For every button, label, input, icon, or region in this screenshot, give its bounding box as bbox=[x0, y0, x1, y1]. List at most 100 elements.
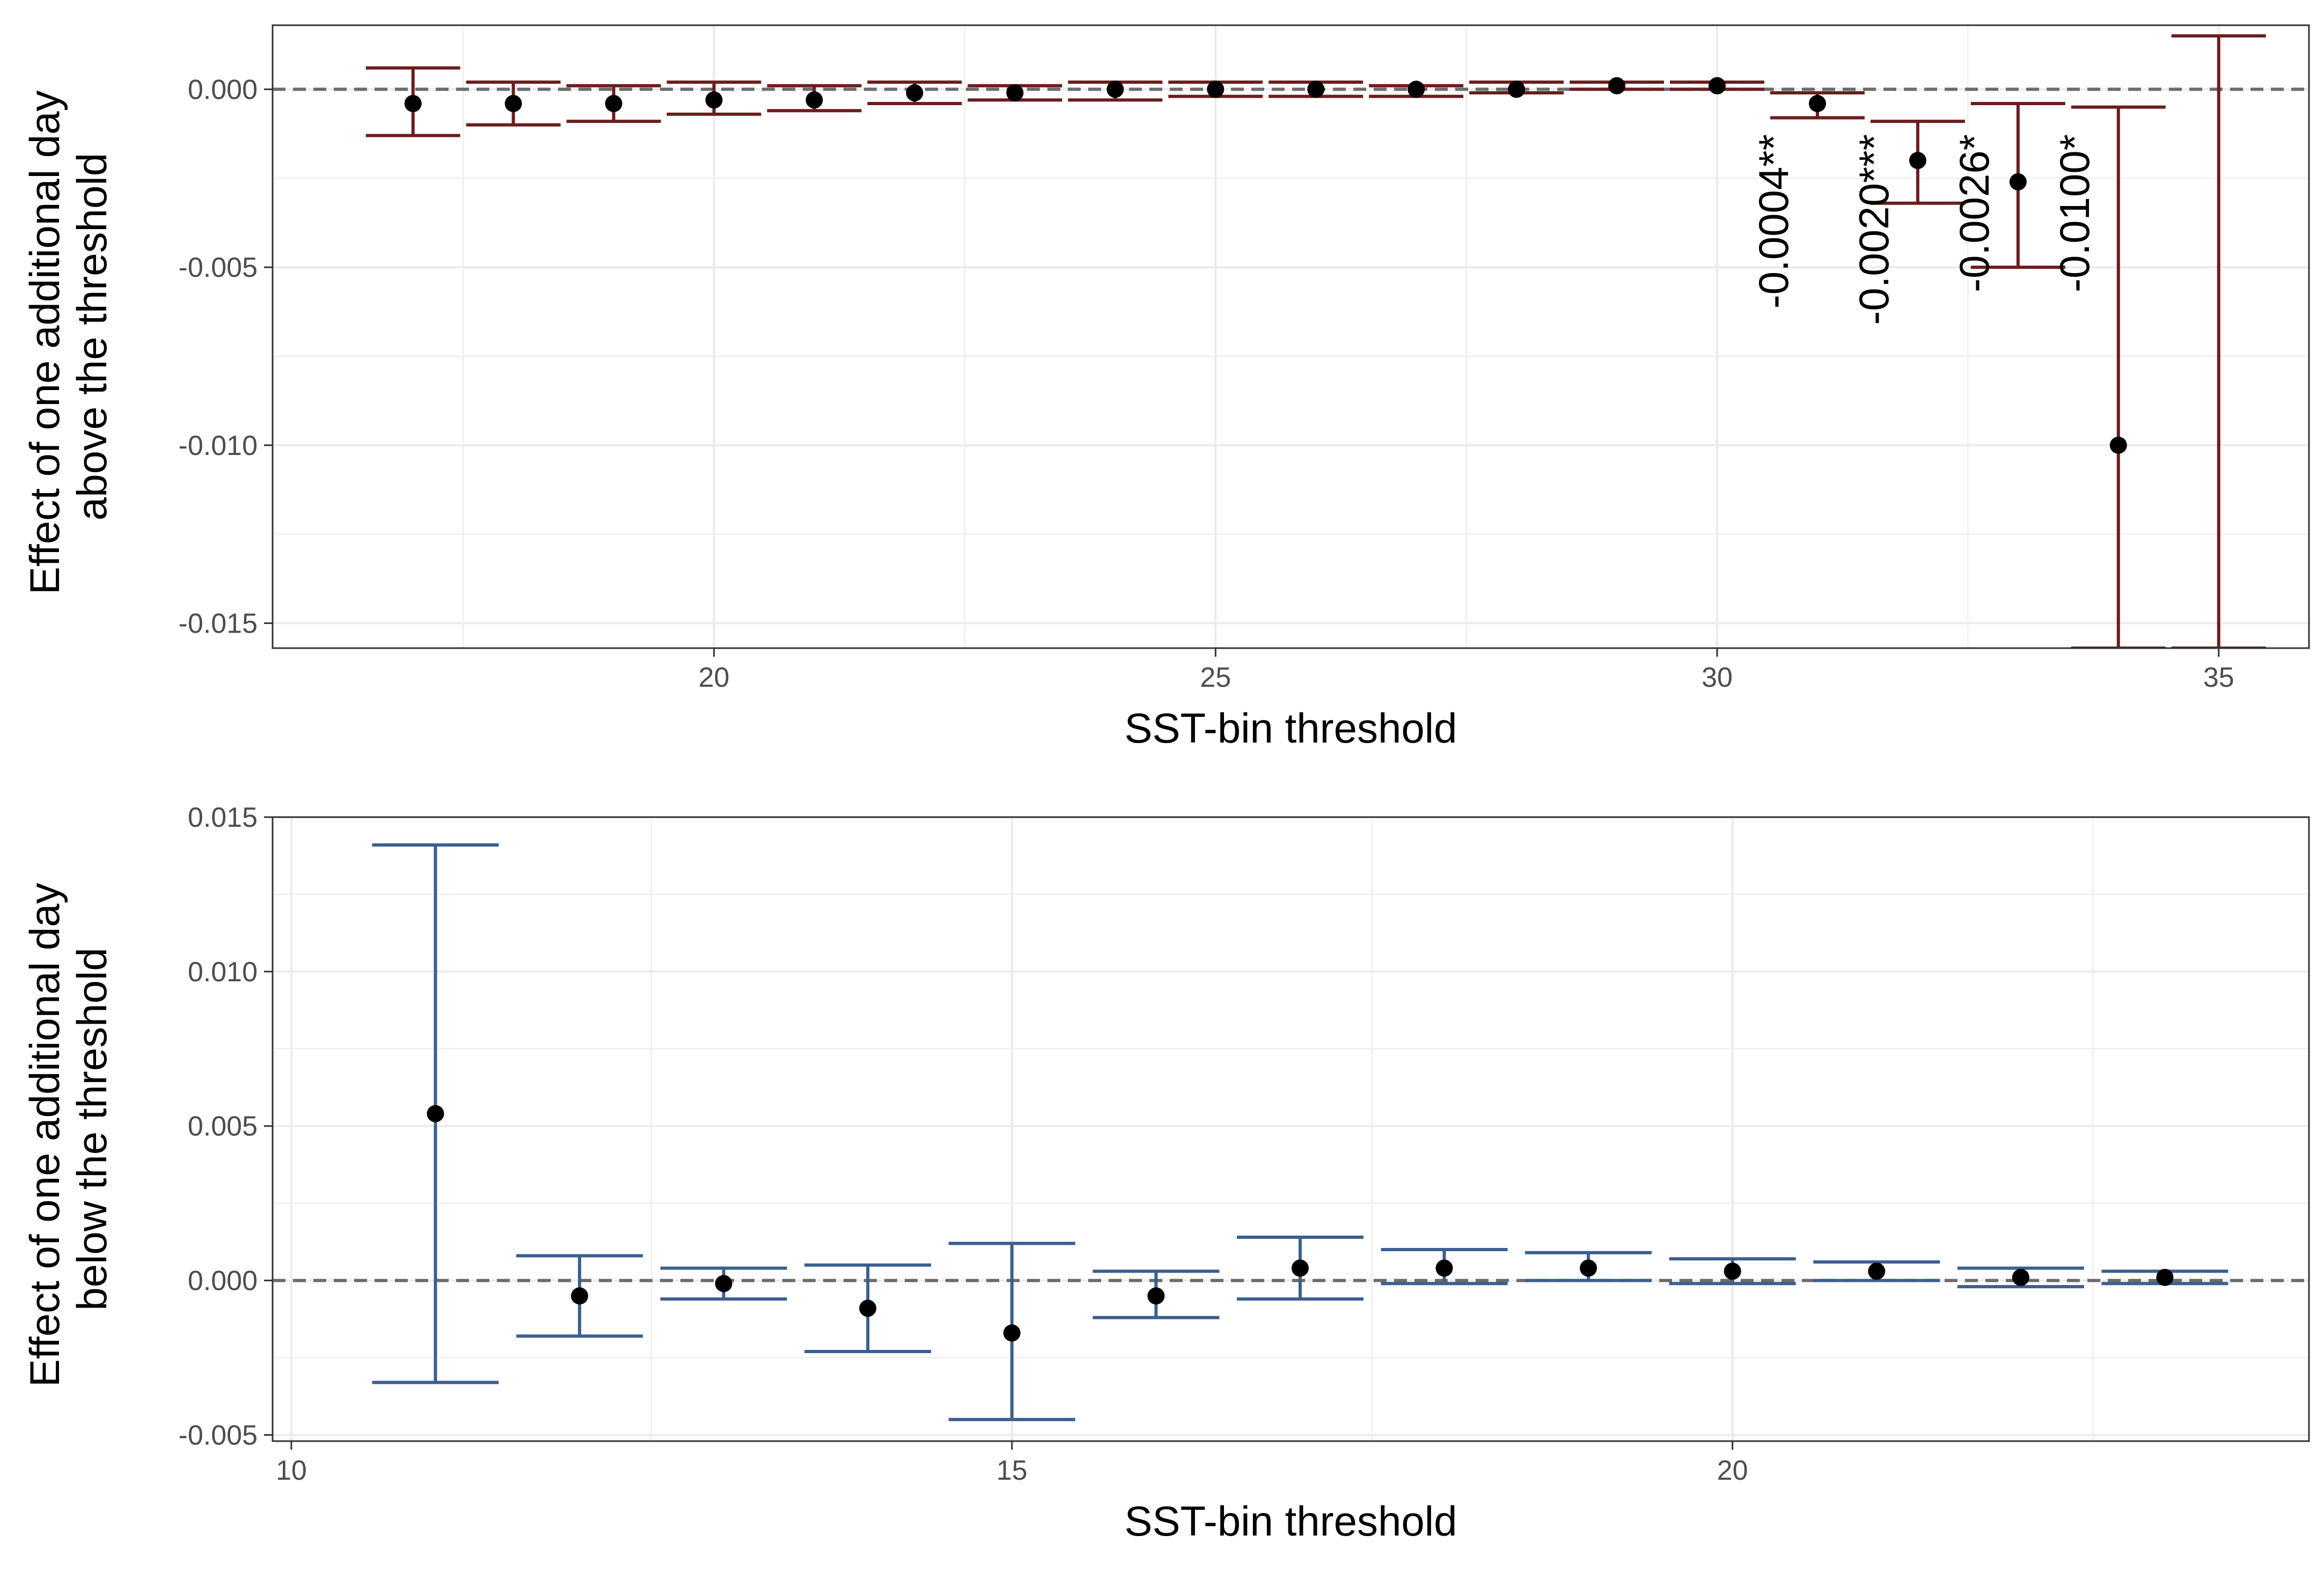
y-axis-ticks: 0.000 -0.005 -0.010 -0.015 bbox=[179, 74, 273, 640]
y-axis-title-line-1: Effect of one additional day bbox=[21, 883, 68, 1387]
error-bar-24 bbox=[1068, 80, 1163, 102]
y-axis-title-line-2: below the threshold bbox=[68, 948, 115, 1310]
y-axis-title-line-1: Effect of one additional day bbox=[21, 91, 68, 595]
point-estimate bbox=[1608, 77, 1626, 94]
x-tick-label: 10 bbox=[276, 1455, 307, 1486]
error-bar-31 bbox=[1770, 91, 1865, 120]
significance-label: -0.0004** bbox=[1750, 134, 1797, 309]
x-axis-title: SST-bin threshold bbox=[1124, 704, 1457, 752]
error-bar-17 bbox=[1236, 1236, 1363, 1301]
grid bbox=[273, 816, 2309, 1441]
y-tick-label: 0.015 bbox=[188, 802, 258, 833]
error-bars bbox=[365, 34, 2266, 648]
x-tick-label: 35 bbox=[2203, 662, 2234, 693]
point-estimate bbox=[1909, 152, 1926, 170]
point-estimate bbox=[1207, 80, 1225, 98]
point-estimate bbox=[427, 1105, 444, 1122]
point-estimate bbox=[805, 91, 823, 109]
significance-label: -0.0100* bbox=[2051, 134, 2098, 292]
error-bars bbox=[372, 843, 2228, 1421]
point-estimate bbox=[859, 1299, 877, 1317]
x-axis-ticks: 10 15 20 bbox=[276, 1441, 1748, 1486]
point-estimate bbox=[1407, 80, 1425, 98]
point-estimate bbox=[715, 1275, 732, 1292]
point-estimate bbox=[705, 91, 723, 109]
error-bar-13 bbox=[660, 1266, 787, 1301]
point-estimate bbox=[1580, 1259, 1597, 1277]
point-estimate bbox=[1006, 84, 1024, 102]
y-axis-title: Effect of one additional day below the t… bbox=[21, 871, 115, 1387]
point-estimate bbox=[2009, 173, 2027, 190]
x-tick-label: 25 bbox=[1200, 662, 1231, 693]
error-bar-27 bbox=[1369, 80, 1464, 98]
x-tick-label: 30 bbox=[1702, 662, 1733, 693]
y-tick-label: -0.010 bbox=[179, 430, 258, 461]
annotations: -0.0004** -0.0020*** -0.0026* -0.0100* bbox=[1750, 134, 2098, 325]
point-estimate bbox=[504, 94, 522, 112]
error-bar-29 bbox=[1570, 77, 1665, 94]
error-bar-19 bbox=[566, 84, 661, 123]
x-tick-label: 15 bbox=[996, 1455, 1028, 1486]
y-axis-title-line-2: above the threshold bbox=[68, 153, 115, 520]
y-tick-label: 0.000 bbox=[188, 74, 258, 105]
error-bar-21 bbox=[1813, 1260, 1940, 1282]
point-estimate bbox=[1709, 77, 1726, 94]
error-bar-32 bbox=[1870, 120, 1965, 205]
error-bar-34 bbox=[2071, 105, 2166, 648]
x-tick-label: 20 bbox=[699, 662, 730, 693]
error-bar-17 bbox=[365, 66, 460, 137]
y-axis-title: Effect of one additional day above the t… bbox=[21, 79, 115, 594]
error-bar-25 bbox=[1168, 80, 1263, 98]
significance-label: -0.0026* bbox=[1951, 134, 1998, 292]
x-axis-ticks: 20 25 30 35 bbox=[699, 648, 2234, 693]
error-bar-33 bbox=[1970, 101, 2065, 269]
y-tick-label: 0.000 bbox=[188, 1266, 258, 1297]
error-bar-30 bbox=[1670, 77, 1765, 94]
point-estimate bbox=[1508, 80, 1526, 98]
y-axis-ticks: 0.015 0.010 0.005 0.000 -0.005 bbox=[179, 802, 273, 1451]
error-bar-19 bbox=[1525, 1251, 1652, 1282]
error-bar-23 bbox=[967, 84, 1062, 102]
x-tick-label: 20 bbox=[1717, 1455, 1748, 1486]
point-estimate bbox=[1307, 80, 1325, 98]
panel-below-threshold: 10 15 20 0.015 0.010 0.005 0.000 -0.005 SST-bi… bbox=[21, 802, 2310, 1545]
point-estimate bbox=[605, 94, 622, 112]
point-estimate bbox=[1808, 94, 1826, 112]
y-tick-label: 0.010 bbox=[188, 957, 258, 988]
point-estimate bbox=[2012, 1268, 2029, 1286]
error-bar-15 bbox=[948, 1242, 1075, 1421]
error-bar-12 bbox=[516, 1254, 643, 1338]
point-estimate bbox=[1147, 1287, 1165, 1305]
y-tick-label: -0.005 bbox=[179, 1420, 258, 1451]
point-estimate bbox=[1003, 1324, 1021, 1342]
point-estimate bbox=[1291, 1259, 1309, 1277]
error-bar-18 bbox=[466, 80, 561, 127]
point-estimate bbox=[1724, 1262, 1741, 1280]
error-bar-22 bbox=[867, 80, 962, 105]
error-bar-21 bbox=[767, 84, 862, 113]
error-bar-11 bbox=[372, 843, 499, 1384]
error-bar-35 bbox=[2171, 34, 2266, 648]
y-tick-label: -0.005 bbox=[179, 252, 258, 283]
point-estimate bbox=[2109, 436, 2127, 454]
error-bar-16 bbox=[1093, 1269, 1220, 1319]
point-estimate bbox=[2156, 1268, 2174, 1286]
point-estimate bbox=[1868, 1262, 1886, 1280]
panel-above-threshold: -0.0004** -0.0020*** -0.0026* -0.0100* 20 25… bbox=[21, 24, 2310, 752]
error-bar-20 bbox=[1669, 1257, 1796, 1286]
point-estimate bbox=[906, 84, 923, 102]
error-bar-14 bbox=[804, 1263, 932, 1354]
point-estimate bbox=[571, 1287, 589, 1305]
error-bar-23 bbox=[2101, 1268, 2228, 1286]
error-bar-26 bbox=[1269, 80, 1363, 98]
y-tick-label: -0.015 bbox=[179, 608, 258, 640]
error-bar-22 bbox=[1957, 1266, 2084, 1289]
panel-border bbox=[272, 24, 2310, 649]
error-bar-18 bbox=[1381, 1248, 1508, 1286]
point-estimate bbox=[1435, 1259, 1453, 1277]
point-estimate bbox=[404, 94, 422, 112]
error-bar-28 bbox=[1469, 80, 1564, 98]
error-bar-20 bbox=[666, 80, 761, 116]
